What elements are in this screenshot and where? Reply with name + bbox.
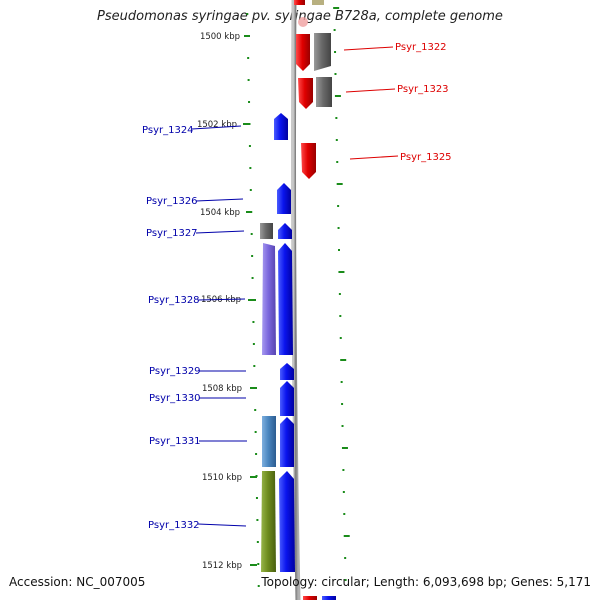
partial-features-bottom [303, 596, 336, 600]
gene-label: Psyr_1328 [148, 295, 200, 306]
gene-psyr-1325[interactable] [301, 143, 316, 179]
gene-psyr-1322[interactable] [296, 33, 331, 71]
gene-label: Psyr_1329 [149, 366, 201, 377]
gene-label: Psyr_1324 [142, 125, 194, 136]
scale-label: 1508 kbp [202, 384, 242, 394]
genome-backbone [291, 0, 301, 600]
gene-psyr-1323[interactable] [298, 77, 332, 109]
scale-label: 1504 kbp [200, 208, 240, 218]
scale-label: 1510 kbp [202, 473, 242, 483]
gene-psyr-1332[interactable] [261, 471, 295, 572]
accession-text: Accession: NC_007005 [9, 575, 146, 589]
gene-psyr-1331[interactable] [262, 416, 294, 467]
map-title: Pseudomonas syringae pv. syringae B728a,… [97, 9, 503, 24]
gene-label: Psyr_1331 [149, 436, 201, 447]
topology-text: Topology: circular; Length: 6,093,698 bp… [261, 575, 591, 589]
gene-labels: Psyr_1322 Psyr_1323 Psyr_1324 Psyr_1325 … [142, 42, 452, 531]
gene-psyr-1328[interactable] [262, 243, 293, 355]
gene-psyr-1326[interactable] [277, 183, 291, 214]
gene-label: Psyr_1332 [148, 520, 200, 531]
gene-psyr-1329[interactable] [280, 363, 294, 380]
gene-label: Psyr_1327 [146, 228, 198, 239]
gene-label: Psyr_1322 [395, 42, 447, 53]
gene-psyr-1324[interactable] [274, 113, 288, 140]
gene-label: Psyr_1326 [146, 196, 198, 207]
scale-labels: 1500 kbp 1502 kbp 1504 kbp 1506 kbp 1508… [197, 32, 257, 571]
gene-psyr-1330[interactable] [280, 381, 294, 416]
gene-label: Psyr_1330 [149, 393, 201, 404]
gene-label: Psyr_1325 [400, 152, 452, 163]
scale-label: 1512 kbp [202, 561, 242, 571]
gene-label: Psyr_1323 [397, 84, 449, 95]
gene-psyr-1327[interactable] [260, 223, 292, 239]
partial-features-top [294, 0, 324, 27]
scale-label: 1500 kbp [200, 32, 240, 42]
scale-label: 1502 kbp [197, 120, 237, 130]
